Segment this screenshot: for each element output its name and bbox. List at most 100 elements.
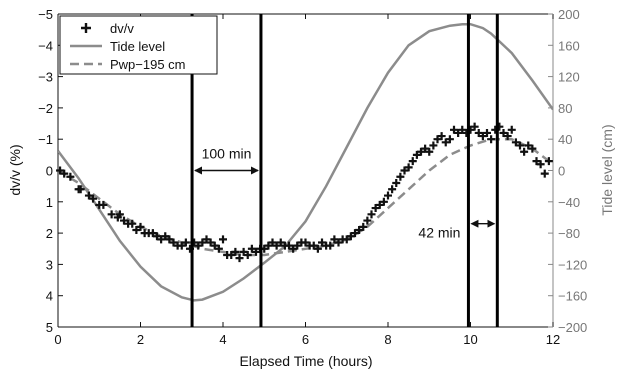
y-left-tick-label: 1 (46, 195, 53, 210)
data-point-dvv (243, 251, 252, 260)
data-point-dvv (132, 225, 141, 234)
data-point-dvv (528, 144, 537, 153)
data-point-dvv (499, 128, 508, 137)
data-point-dvv (445, 135, 454, 144)
data-point-dvv (441, 138, 450, 147)
legend-swatch-dvv (81, 23, 91, 33)
y-left-tick-label: 3 (46, 257, 53, 272)
data-point-dvv (60, 169, 69, 178)
data-point-dvv (210, 241, 219, 250)
data-point-dvv (351, 229, 359, 238)
data-point-dvv (56, 166, 65, 175)
data-point-dvv (285, 241, 293, 250)
data-point-dvv (396, 172, 405, 181)
data-point-dvv (429, 141, 438, 150)
data-point-dvv (169, 238, 178, 247)
data-point-dvv (511, 138, 520, 147)
y-right-tick-label: 0 (558, 164, 565, 179)
vertical-lines (190, 14, 499, 327)
y-left-tick-label: −2 (38, 101, 53, 116)
data-point-dvv (334, 238, 343, 247)
y-left-tick-label: 4 (46, 289, 53, 304)
y-right-tick-label: −80 (558, 226, 580, 241)
data-point-dvv (313, 244, 322, 253)
data-point-dvv (293, 241, 302, 250)
data-point-dvv (326, 241, 335, 250)
data-point-dvv (219, 235, 227, 244)
data-point-dvv (400, 166, 409, 175)
data-point-dvv (214, 244, 223, 253)
y-axis-left-label: dv/v (%) (7, 144, 23, 195)
data-point-dvv (474, 128, 483, 137)
data-point-dvv (520, 147, 529, 156)
data-point-dvv (165, 235, 174, 244)
data-point-dvv (231, 247, 240, 256)
y-left-tick-label: 2 (46, 226, 53, 241)
data-point-dvv (392, 179, 401, 188)
data-point-dvv (404, 163, 413, 172)
y-axis-right-label: Tide level (cm) (599, 124, 615, 215)
data-point-dvv (136, 222, 145, 231)
data-point-dvv (470, 122, 479, 131)
data-point-dvv (309, 241, 318, 250)
data-point-dvv (107, 210, 116, 219)
data-point-dvv (516, 141, 524, 150)
data-point-dvv (536, 160, 545, 169)
data-point-dvv (412, 150, 421, 159)
data-point-dvv (227, 251, 236, 260)
legend-label: Pwp−195 cm (110, 57, 186, 72)
data-point-dvv (421, 144, 430, 153)
data-point-dvv (425, 147, 434, 156)
y-left-tick-label: 0 (46, 164, 53, 179)
data-point-dvv (433, 135, 442, 144)
data-point-dvv (84, 191, 93, 200)
data-point-dvv (301, 238, 310, 247)
data-point-dvv (264, 241, 273, 250)
data-point-dvv (247, 244, 256, 253)
y-right-tick-label: −160 (558, 289, 587, 304)
legend-label: Tide level (110, 39, 165, 54)
data-point-dvv (437, 132, 446, 141)
data-point-dvv (507, 125, 516, 134)
y-right-tick-label: 40 (558, 132, 572, 147)
data-point-dvv (289, 244, 298, 253)
data-point-dvv (483, 128, 491, 137)
x-tick-label: 2 (137, 332, 144, 347)
annotation-label: 100 min (202, 146, 252, 162)
data-point-dvv (268, 238, 277, 247)
data-point-dvv (194, 241, 203, 250)
data-point-dvv (76, 185, 85, 194)
data-point-dvv (239, 247, 248, 256)
data-point-dvv (252, 247, 260, 256)
x-tick-label: 0 (54, 332, 61, 347)
data-point-dvv (408, 157, 417, 166)
y-right-tick-label: 200 (558, 7, 580, 22)
data-point-dvv (532, 157, 541, 166)
data-point-dvv (120, 216, 128, 225)
y-left-tick-label: −4 (38, 38, 53, 53)
data-point-dvv (450, 125, 458, 134)
legend-label: dv/v (110, 21, 134, 36)
x-tick-label: 12 (546, 332, 560, 347)
data-point-dvv (128, 219, 137, 228)
data-point-dvv (454, 128, 463, 137)
x-tick-label: 8 (384, 332, 391, 347)
data-point-dvv (161, 232, 170, 241)
data-point-dvv (363, 216, 372, 225)
data-point-dvv (540, 169, 549, 178)
y-right-tick-label: 160 (558, 38, 580, 53)
data-point-dvv (355, 225, 364, 234)
legend: dv/v Tide level Pwp−195 cm (59, 15, 218, 75)
data-point-dvv (318, 238, 326, 247)
x-tick-label: 6 (302, 332, 309, 347)
data-point-dvv (367, 210, 376, 219)
y-left-tick-label: −1 (38, 132, 53, 147)
axis-ticks: 0 2 4 6 8 10 12−5−4−3−2−101234520016012080400−… (38, 7, 587, 347)
data-point-dvv (157, 235, 166, 244)
data-point-dvv (371, 204, 380, 213)
y-left-tick-label: −3 (38, 70, 53, 85)
data-point-dvv (524, 141, 533, 150)
x-tick-label: 10 (463, 332, 477, 347)
data-point-dvv (66, 172, 75, 181)
